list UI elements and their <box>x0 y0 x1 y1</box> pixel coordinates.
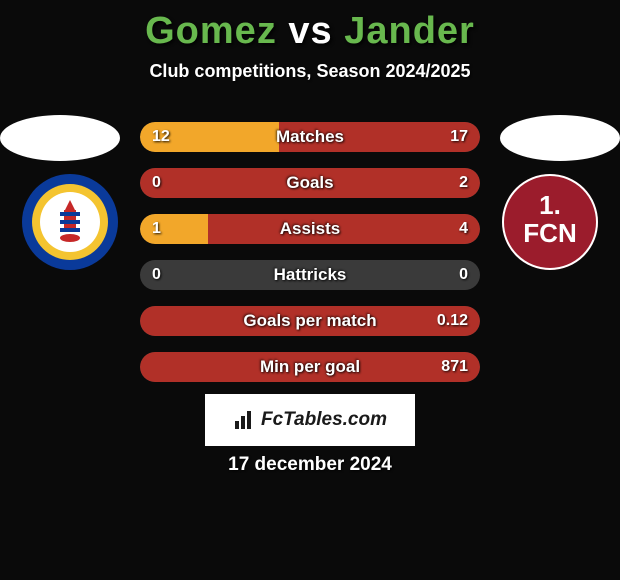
fcn-icon: 1. FCN <box>500 172 600 272</box>
date-text: 17 december 2024 <box>0 454 620 476</box>
player2-name: Jander <box>344 10 475 52</box>
stat-label: Goals per match <box>140 306 480 336</box>
subtitle: Club competitions, Season 2024/2025 <box>0 61 620 82</box>
player2-placeholder <box>500 115 620 161</box>
attribution-badge: FcTables.com <box>205 394 415 446</box>
eintracht-braunschweig-icon <box>20 172 120 272</box>
stat-row: 1217Matches <box>140 122 480 152</box>
svg-text:1.: 1. <box>539 190 561 220</box>
attribution-text: FcTables.com <box>261 409 387 431</box>
stat-row: 14Assists <box>140 214 480 244</box>
stat-row: 00Hattricks <box>140 260 480 290</box>
stat-label: Assists <box>140 214 480 244</box>
club1-logo <box>20 172 120 272</box>
player1-name: Gomez <box>145 10 277 52</box>
player1-placeholder <box>0 115 120 161</box>
stat-label: Min per goal <box>140 352 480 382</box>
club2-logo: 1. FCN <box>500 172 600 272</box>
stat-label: Goals <box>140 168 480 198</box>
stat-label: Hattricks <box>140 260 480 290</box>
bar-chart-icon <box>233 409 255 431</box>
stat-row: 02Goals <box>140 168 480 198</box>
stat-row: 871Min per goal <box>140 352 480 382</box>
stats-bars: 1217Matches 02Goals 14Assists 00Hattricks 0.… <box>140 122 480 398</box>
svg-text:FCN: FCN <box>523 218 576 248</box>
stat-row: 0.12Goals per match <box>140 306 480 336</box>
page-title: Gomez vs Jander <box>0 0 620 53</box>
stat-label: Matches <box>140 122 480 152</box>
vs-text: vs <box>288 10 332 52</box>
